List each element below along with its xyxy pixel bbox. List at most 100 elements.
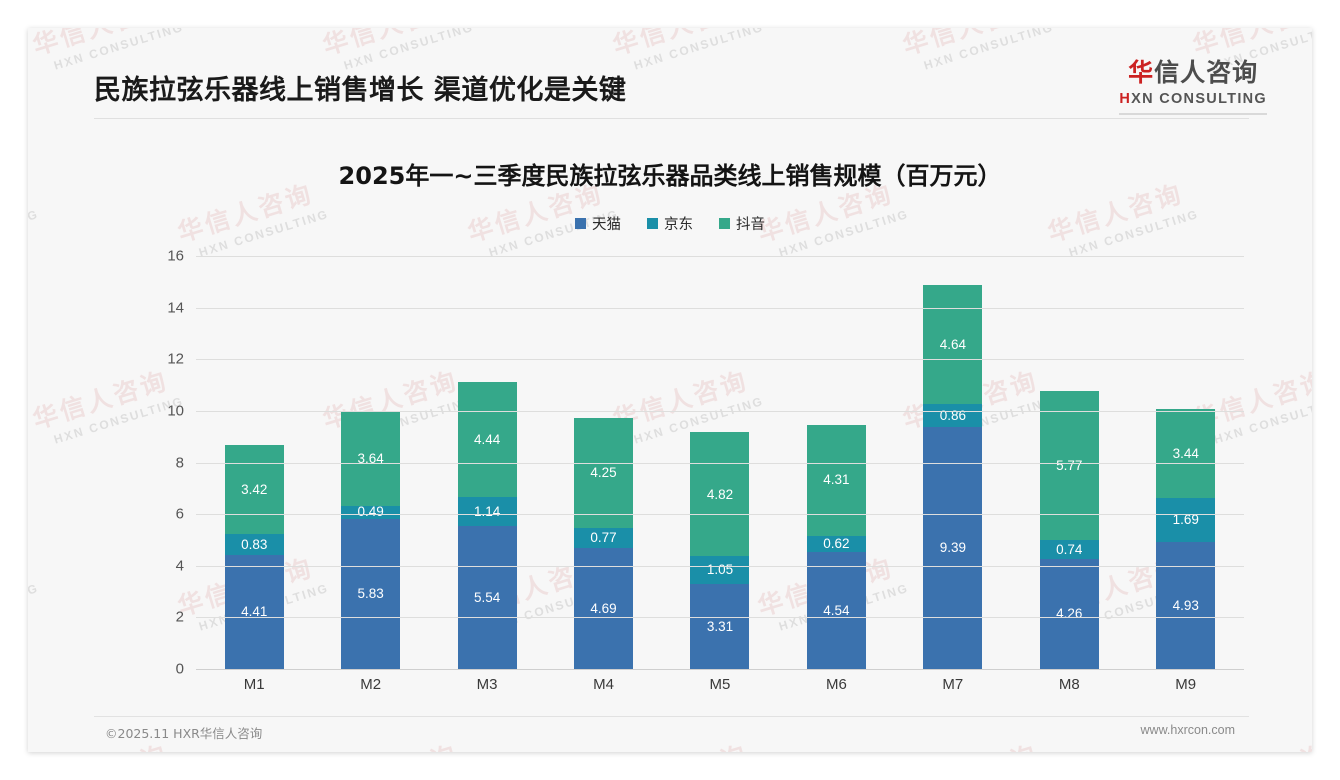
- bar-value-label: 0.77: [590, 530, 617, 546]
- chart-title: 2025年一~三季度民族拉弦乐器品类线上销售规模（百万元）: [338, 162, 1002, 190]
- bar-segment-抖音-M6[interactable]: 4.31: [806, 424, 866, 536]
- gridline: [196, 462, 1244, 464]
- logo-cn-first-char: 华: [1128, 58, 1155, 87]
- bar-value-label: 9.39: [939, 540, 966, 556]
- logo-underline: [1119, 112, 1267, 115]
- bar-value-label: 4.44: [473, 431, 501, 447]
- bar-value-label: 1.14: [473, 503, 501, 519]
- bar-segment-京东-M3[interactable]: 1.14: [457, 496, 517, 526]
- bar-segment-天猫-M3[interactable]: 5.54: [457, 526, 517, 669]
- bar-segment-抖音-M9[interactable]: 3.44: [1156, 409, 1216, 499]
- page-title: 民族拉弦乐器线上销售增长 渠道优化是关键: [94, 75, 627, 106]
- bar-value-label: 5.54: [473, 589, 501, 605]
- gridline: [196, 514, 1244, 516]
- bar-segment-天猫-M7[interactable]: 9.39: [923, 426, 983, 669]
- logo-english-text: HXN CONSULTING: [1119, 92, 1267, 107]
- bar-segment-抖音-M2[interactable]: 3.64: [341, 411, 401, 506]
- bar-group-M9[interactable]: 3.44 1.69 4.93: [1156, 256, 1216, 669]
- bar-segment-京东-M8[interactable]: 0.74: [1039, 539, 1099, 560]
- gridline: [196, 307, 1244, 309]
- bar-value-label: 0.74: [1056, 541, 1083, 557]
- bar-value-label: 4.64: [939, 336, 966, 352]
- bar-segment-抖音-M3[interactable]: 4.44: [457, 381, 517, 497]
- logo-chinese-text: 华信人咨询: [1119, 60, 1267, 85]
- x-axis-label-M2: M2: [360, 676, 382, 693]
- bar-segment-天猫-M4[interactable]: 4.69: [574, 547, 634, 669]
- legend-item-京东[interactable]: 京东: [647, 213, 693, 234]
- bar-segment-抖音-M4[interactable]: 4.25: [574, 418, 634, 529]
- y-axis-tick-label: 2: [175, 608, 184, 626]
- y-axis-tick-label: 6: [175, 505, 184, 523]
- bar-group-M2[interactable]: 3.64 0.49 5.83: [341, 256, 401, 669]
- footer-copyright: ©2025.11 HXR华信人咨询: [105, 726, 263, 741]
- x-axis-label-M8: M8: [1058, 676, 1080, 693]
- bar-value-label: 4.25: [590, 465, 617, 481]
- bar-value-label: 0.83: [241, 536, 268, 552]
- bar-series-container: 3.42 0.83 4.41 3.64 0.49 5.83 4.44 1.14 5.54 4.25…: [196, 256, 1244, 669]
- bar-group-M3[interactable]: 4.44 1.14 5.54: [457, 256, 517, 669]
- bar-value-label: 0.86: [939, 407, 966, 423]
- bar-segment-京东-M7[interactable]: 0.86: [923, 404, 983, 427]
- legend-label: 抖音: [736, 217, 765, 233]
- bar-segment-京东-M5[interactable]: 1.05: [690, 556, 750, 584]
- bar-segment-京东-M6[interactable]: 0.62: [806, 535, 866, 552]
- legend-item-天猫[interactable]: 天猫: [575, 213, 621, 234]
- slide-header: 民族拉弦乐器线上销售增长 渠道优化是关键 华信人咨询 HXN CONSULTIN…: [28, 28, 1312, 119]
- legend-label: 天猫: [592, 217, 621, 233]
- y-axis-tick-label: 12: [167, 350, 184, 368]
- legend-swatch-icon: [719, 218, 730, 229]
- bar-value-label: 4.41: [241, 604, 268, 620]
- bar-segment-京东-M9[interactable]: 1.69: [1156, 498, 1216, 542]
- bar-segment-天猫-M6[interactable]: 4.54: [806, 551, 866, 669]
- bar-group-M7[interactable]: 4.64 0.86 9.39: [923, 256, 983, 669]
- bar-segment-天猫-M9[interactable]: 4.93: [1156, 541, 1216, 669]
- y-axis-tick-label: 10: [167, 402, 184, 420]
- bar-value-label: 0.62: [823, 536, 850, 552]
- bar-segment-京东-M4[interactable]: 0.77: [574, 528, 634, 548]
- bar-value-label: 1.69: [1172, 512, 1199, 528]
- footer-website: www.hxrcon.com: [1140, 723, 1235, 737]
- bar-value-label: 5.83: [357, 586, 384, 601]
- bar-segment-抖音-M1[interactable]: 3.42: [224, 445, 284, 534]
- bar-value-label: 4.93: [1172, 597, 1199, 613]
- bar-group-M6[interactable]: 4.31 0.62 4.54: [806, 256, 866, 669]
- chart-plot-area: 3.42 0.83 4.41 3.64 0.49 5.83 4.44 1.14 5.54 4.25…: [167, 248, 1244, 678]
- bar-value-label: 5.77: [1056, 457, 1083, 473]
- bar-value-label: 4.54: [823, 602, 850, 618]
- bar-segment-京东-M2[interactable]: 0.49: [341, 504, 401, 520]
- x-axis-label-M7: M7: [942, 676, 964, 693]
- x-axis-label-M9: M9: [1175, 676, 1197, 693]
- bar-group-M8[interactable]: 5.77 0.74 4.26: [1039, 256, 1099, 669]
- bar-segment-抖音-M7[interactable]: 4.64: [923, 284, 983, 405]
- bar-segment-京东-M1[interactable]: 0.83: [224, 533, 284, 556]
- bar-segment-天猫-M5[interactable]: 3.31: [690, 583, 750, 669]
- y-axis-tick-label: 14: [167, 299, 184, 317]
- legend-item-抖音[interactable]: 抖音: [719, 213, 765, 234]
- y-axis-tick-label: 16: [167, 247, 184, 265]
- bar-value-label: 3.42: [241, 481, 268, 497]
- bar-segment-天猫-M8[interactable]: 4.26: [1039, 559, 1099, 669]
- bar-value-label: 0.49: [357, 504, 384, 520]
- gridline: [196, 410, 1244, 412]
- brand-logo: 华信人咨询 HXN CONSULTING: [1119, 60, 1267, 115]
- bar-group-M4[interactable]: 4.25 0.77 4.69: [574, 256, 634, 669]
- header-divider: [94, 118, 1249, 119]
- bar-segment-天猫-M1[interactable]: 4.41: [224, 555, 284, 669]
- bar-group-M1[interactable]: 3.42 0.83 4.41: [224, 256, 284, 669]
- chart-legend: 天猫 京东 抖音: [28, 213, 1312, 234]
- x-axis-label-M4: M4: [593, 676, 614, 693]
- bar-segment-抖音-M8[interactable]: 5.77: [1039, 391, 1099, 540]
- logo-en-first-char: H: [1119, 91, 1132, 107]
- bar-segment-抖音-M5[interactable]: 4.82: [690, 432, 750, 557]
- bar-value-label: 3.44: [1172, 446, 1199, 461]
- logo-en-rest: XN CONSULTING: [1131, 91, 1267, 107]
- x-axis-label-M5: M5: [709, 676, 731, 693]
- gridline: [196, 256, 1244, 257]
- bar-value-label: 4.69: [590, 600, 617, 616]
- bar-segment-天猫-M2[interactable]: 5.83: [341, 518, 401, 669]
- legend-label: 京东: [664, 217, 693, 233]
